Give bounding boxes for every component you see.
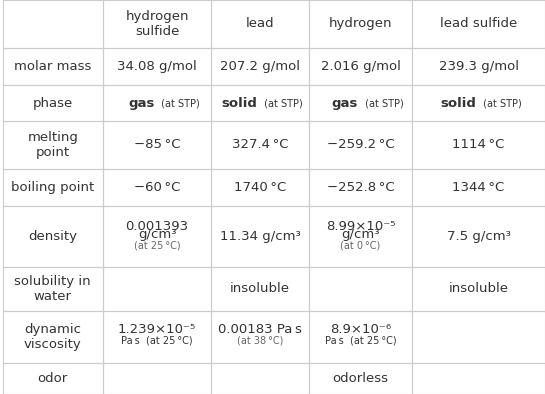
Text: (at 0 °C): (at 0 °C) xyxy=(341,240,381,250)
Text: 1.239×10⁻⁵: 1.239×10⁻⁵ xyxy=(118,323,196,336)
Text: 0.001393: 0.001393 xyxy=(125,220,189,233)
Text: 8.9×10⁻⁶: 8.9×10⁻⁶ xyxy=(330,323,391,336)
Text: lead: lead xyxy=(246,17,275,30)
Text: (at 38 °C): (at 38 °C) xyxy=(237,336,283,346)
Text: 0.00183 Pa s: 0.00183 Pa s xyxy=(219,323,302,336)
Text: odor: odor xyxy=(38,372,68,385)
Text: gas: gas xyxy=(331,97,358,110)
Text: solid: solid xyxy=(440,97,476,110)
Text: solubility in
water: solubility in water xyxy=(14,275,91,303)
Text: Pa s  (at 25 °C): Pa s (at 25 °C) xyxy=(325,336,396,346)
Text: (at STP): (at STP) xyxy=(362,98,403,108)
Text: 1114 °C: 1114 °C xyxy=(452,138,505,151)
Text: melting
point: melting point xyxy=(27,131,78,159)
Text: 2.016 g/mol: 2.016 g/mol xyxy=(320,60,401,73)
Text: 207.2 g/mol: 207.2 g/mol xyxy=(220,60,300,73)
Text: (at 25 °C): (at 25 °C) xyxy=(134,240,180,250)
Text: insoluble: insoluble xyxy=(449,282,508,295)
Text: −85 °C: −85 °C xyxy=(134,138,180,151)
Text: lead sulfide: lead sulfide xyxy=(440,17,517,30)
Text: (at STP): (at STP) xyxy=(261,98,303,108)
Text: 8.99×10⁻⁵: 8.99×10⁻⁵ xyxy=(326,220,395,233)
Text: odorless: odorless xyxy=(332,372,389,385)
Text: (at STP): (at STP) xyxy=(158,98,200,108)
Text: molar mass: molar mass xyxy=(14,60,92,73)
Text: 1740 °C: 1740 °C xyxy=(234,181,286,194)
Text: −252.8 °C: −252.8 °C xyxy=(327,181,395,194)
Text: dynamic
viscosity: dynamic viscosity xyxy=(24,323,82,351)
Text: −60 °C: −60 °C xyxy=(134,181,180,194)
Text: phase: phase xyxy=(33,97,73,110)
Text: insoluble: insoluble xyxy=(230,282,290,295)
Text: 34.08 g/mol: 34.08 g/mol xyxy=(117,60,197,73)
Text: g/cm³: g/cm³ xyxy=(341,228,380,241)
Text: density: density xyxy=(28,230,77,243)
Text: solid: solid xyxy=(222,97,257,110)
Text: gas: gas xyxy=(128,97,154,110)
Text: g/cm³: g/cm³ xyxy=(138,228,177,241)
Text: 239.3 g/mol: 239.3 g/mol xyxy=(439,60,518,73)
Text: hydrogen: hydrogen xyxy=(329,17,392,30)
Text: 7.5 g/cm³: 7.5 g/cm³ xyxy=(446,230,511,243)
Text: −259.2 °C: −259.2 °C xyxy=(327,138,395,151)
Text: 1344 °C: 1344 °C xyxy=(452,181,505,194)
Text: 327.4 °C: 327.4 °C xyxy=(232,138,288,151)
Text: boiling point: boiling point xyxy=(11,181,94,194)
Text: 11.34 g/cm³: 11.34 g/cm³ xyxy=(220,230,301,243)
Text: (at STP): (at STP) xyxy=(480,98,522,108)
Text: hydrogen
sulfide: hydrogen sulfide xyxy=(125,10,189,38)
Text: Pa s  (at 25 °C): Pa s (at 25 °C) xyxy=(122,336,193,346)
